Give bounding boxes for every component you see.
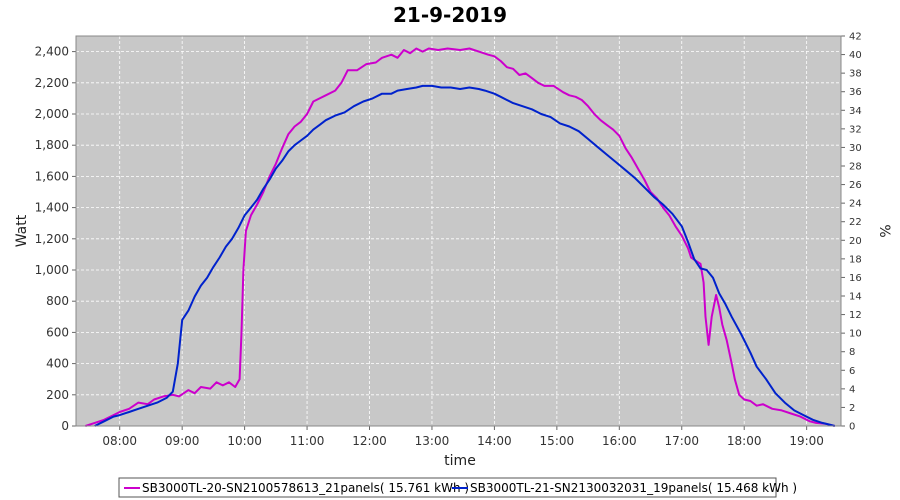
y2-tick-label: 40 (849, 50, 862, 61)
y-tick-label: 2,400 (35, 45, 69, 59)
y-tick-label: 800 (46, 294, 69, 308)
y2-tick-label: 22 (849, 217, 862, 228)
y2-tick-label: 36 (849, 87, 862, 98)
y2-tick-label: 14 (849, 292, 862, 303)
x-tick-label: 19:00 (789, 434, 824, 448)
series-layer (85, 47, 836, 427)
y-tick-label: 400 (46, 357, 69, 371)
y-tick-label: 1,600 (35, 169, 69, 183)
y2-tick-label: 6 (849, 366, 855, 377)
y-tick-label: 200 (46, 388, 69, 402)
chart-title: 21-9-2019 (393, 3, 507, 27)
y2-tick-label: 30 (849, 143, 862, 154)
x-tick-label: 09:00 (165, 434, 200, 448)
x-axis-ticks: 08:00 09:00 10:00 11:00 12:00 13:00 14:00 15:00… (102, 426, 824, 448)
x-tick-label: 14:00 (477, 434, 512, 448)
x-tick-label: 17:00 (664, 434, 699, 448)
legend-label-1: SB3000TL-20-SN2100578613_21panels( 15.76… (142, 481, 469, 495)
plot-area (76, 36, 841, 426)
y2-tick-label: 16 (849, 273, 862, 284)
x-axis-label: time (444, 453, 476, 469)
x-tick-label: 15:00 (540, 434, 575, 448)
legend-label-2: SB3000TL-21-SN2130032031_19panels( 15.46… (470, 481, 797, 495)
x-tick-label: 16:00 (602, 434, 637, 448)
gridlines (76, 36, 841, 426)
y2-tick-label: 10 (849, 329, 862, 340)
y2-tick-label: 12 (849, 310, 862, 321)
y2-tick-label: 4 (849, 384, 855, 395)
legend-box (118, 477, 777, 498)
x-tick-label: 12:00 (352, 434, 387, 448)
y-tick-label: 1,400 (35, 201, 69, 215)
y2-tick-label: 20 (849, 236, 862, 247)
y2-tick-label: 2 (849, 403, 855, 414)
x-tick-label: 08:00 (102, 434, 137, 448)
x-tick-label: 18:00 (727, 434, 762, 448)
x-tick-label: 10:00 (227, 434, 262, 448)
y-tick-label: 2,200 (35, 76, 69, 90)
x-tick-label: 11:00 (290, 434, 325, 448)
x-tick-label: 13:00 (415, 434, 450, 448)
plot-frame (75, 35, 842, 427)
y-tick-label: 0 (61, 419, 69, 433)
y-tick-label: 600 (46, 325, 69, 339)
y2-tick-label: 38 (849, 69, 862, 80)
y-tick-label: 1,000 (35, 263, 69, 277)
y2-tick-label: 32 (849, 124, 862, 135)
legend: SB3000TL-20-SN2100578613_21panels( 15.76… (118, 477, 797, 498)
series-line-1 (85, 47, 836, 427)
series-line-2 (94, 84, 836, 427)
y-tick-label: 2,000 (35, 107, 69, 121)
y2-tick-label: 42 (849, 32, 862, 43)
y2-tick-label: 26 (849, 180, 862, 191)
y-axis-ticks: 0 200 400 600 800 1,000 1,200 1,400 1,600 1,800 2,… (35, 45, 76, 433)
y2-tick-label: 0 (849, 422, 855, 433)
y2-tick-label: 18 (849, 254, 862, 265)
y-tick-label: 1,200 (35, 232, 69, 246)
y-axis-label: Watt (14, 214, 30, 247)
y2-tick-label: 34 (849, 106, 862, 117)
y-tick-label: 1,800 (35, 138, 69, 152)
y2-tick-label: 8 (849, 347, 855, 358)
y2-axis-label: % (876, 224, 892, 237)
y2-tick-label: 28 (849, 162, 862, 173)
y2-tick-label: 24 (849, 199, 862, 210)
